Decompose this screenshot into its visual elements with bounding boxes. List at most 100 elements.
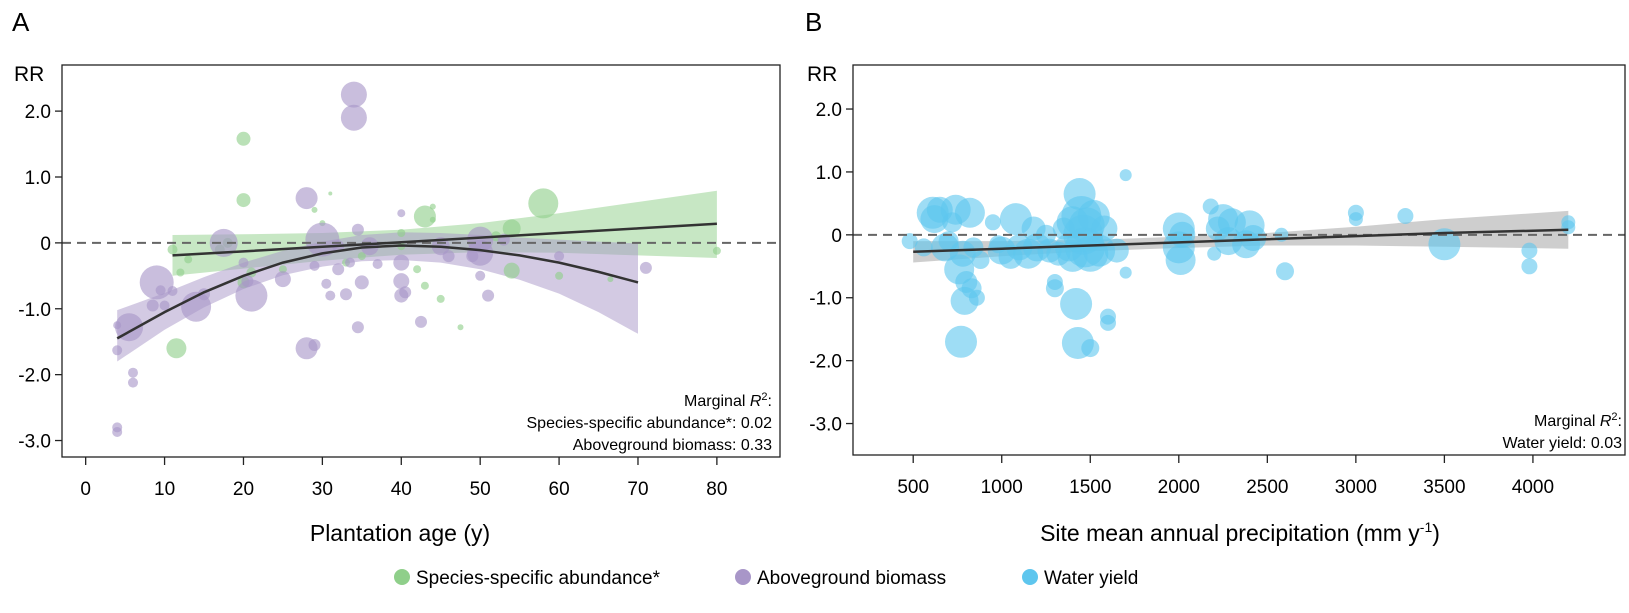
data-point-a-0-23 bbox=[436, 294, 445, 303]
x-tick-label-b-7: 4000 bbox=[1512, 477, 1554, 498]
data-point-a-1-7 bbox=[146, 299, 159, 312]
x-tick-label-a-4: 40 bbox=[391, 479, 412, 500]
data-point-a-1-30 bbox=[340, 81, 367, 108]
legend: Species-specific abundance* Aboveground … bbox=[394, 568, 1138, 589]
data-point-b-0-31 bbox=[1046, 274, 1063, 290]
data-point-a-1-24 bbox=[321, 278, 332, 289]
panel-letter-b: B bbox=[805, 7, 822, 37]
data-point-a-1-8 bbox=[139, 265, 174, 300]
data-point-a-1-42 bbox=[415, 315, 427, 328]
data-point-a-0-1 bbox=[166, 338, 187, 359]
data-point-a-1-39 bbox=[393, 273, 410, 290]
data-point-a-1-9 bbox=[155, 285, 166, 296]
data-point-a-1-52 bbox=[639, 261, 652, 274]
data-point-a-1-21 bbox=[308, 339, 321, 351]
y-tick-label-b-0: 2.0 bbox=[816, 100, 842, 121]
data-point-a-0-21 bbox=[429, 203, 436, 210]
legend-item-water: Water yield bbox=[1022, 568, 1138, 589]
legend-label-biomass: Aboveground biomass bbox=[757, 568, 946, 589]
x-tick-label-b-5: 3000 bbox=[1335, 477, 1377, 498]
data-point-a-0-31 bbox=[712, 246, 721, 255]
data-point-a-1-28 bbox=[340, 288, 352, 301]
fit-line-b-0 bbox=[913, 228, 1569, 254]
data-point-a-0-16 bbox=[397, 229, 406, 237]
x-tick-label-b-0: 500 bbox=[897, 477, 929, 498]
data-point-b-0-1 bbox=[914, 238, 933, 257]
data-point-b-0-17 bbox=[968, 289, 985, 306]
panel-a: A RR 2.0 1.0 0 -1.0 -2.0 -3.0 0 10 20 30 40 50 60 70 8… bbox=[12, 7, 781, 546]
data-point-a-0-26 bbox=[502, 219, 521, 238]
data-point-a-0-6 bbox=[236, 131, 251, 146]
data-point-a-1-44 bbox=[442, 250, 455, 263]
x-tick-label-a-3: 30 bbox=[312, 479, 333, 500]
data-point-a-1-31 bbox=[340, 104, 367, 131]
data-point-a-1-33 bbox=[351, 321, 364, 334]
x-tick-label-b-3: 2000 bbox=[1158, 477, 1200, 498]
data-point-a-0-28 bbox=[528, 188, 559, 219]
y-tick-label-a-2: 0 bbox=[40, 234, 51, 255]
x-axis-title-b: Site mean annual precipitation (mm y-1) bbox=[1040, 519, 1440, 546]
annotation-heading-b: Marginal R2: bbox=[1534, 411, 1622, 430]
data-point-a-1-1 bbox=[112, 427, 123, 437]
legend-swatch-biomass bbox=[735, 569, 751, 585]
plot-frame-a bbox=[61, 64, 781, 458]
fit-line-a-0 bbox=[172, 222, 717, 257]
y-tick-label-a-1: 1.0 bbox=[25, 168, 51, 189]
data-point-a-0-2 bbox=[176, 268, 185, 277]
data-point-b-0-72 bbox=[1428, 228, 1461, 261]
data-point-a-1-36 bbox=[372, 259, 383, 269]
data-point-b-0-48 bbox=[1091, 215, 1118, 242]
legend-item-biomass: Aboveground biomass bbox=[735, 568, 946, 589]
annotation-a: Marginal R2: Species-specific abundance*… bbox=[527, 391, 773, 454]
plot-frame-b bbox=[852, 64, 1626, 456]
data-point-b-0-0 bbox=[901, 233, 918, 250]
data-point-a-0-7 bbox=[236, 193, 251, 208]
data-point-a-0-30 bbox=[607, 276, 614, 283]
data-point-a-1-34 bbox=[354, 275, 369, 290]
data-point-a-0-19 bbox=[413, 205, 436, 228]
data-point-a-1-22 bbox=[309, 260, 320, 271]
data-point-a-1-15 bbox=[238, 257, 249, 268]
data-point-a-0-11 bbox=[311, 206, 318, 213]
data-point-b-0-76 bbox=[1561, 220, 1576, 235]
y-tick-label-a-3: -1.0 bbox=[18, 300, 51, 321]
axis-ticks-a: 2.0 1.0 0 -1.0 -2.0 -3.0 0 10 20 30 40 50 60 70 80 bbox=[18, 102, 727, 500]
data-point-b-0-56 bbox=[1165, 245, 1196, 275]
x-tick-label-a-0: 0 bbox=[80, 479, 91, 500]
data-point-b-0-19 bbox=[984, 214, 1001, 231]
data-point-a-0-18 bbox=[413, 265, 422, 274]
data-point-a-1-37 bbox=[397, 209, 406, 218]
data-point-b-0-14 bbox=[954, 197, 985, 228]
data-point-a-1-51 bbox=[554, 251, 565, 262]
x-tick-label-a-5: 50 bbox=[470, 479, 491, 500]
data-point-b-0-70 bbox=[1348, 212, 1363, 227]
data-point-a-0-10 bbox=[278, 265, 287, 274]
annotation-line-water: Water yield: 0.03 bbox=[1503, 435, 1623, 452]
annotation-heading-a: Marginal R2: bbox=[684, 391, 772, 410]
data-point-a-1-32 bbox=[351, 223, 364, 236]
y-axis-label-b: RR bbox=[807, 63, 837, 86]
x-tick-label-a-2: 20 bbox=[233, 479, 254, 500]
data-point-b-0-45 bbox=[1081, 339, 1100, 358]
y-tick-label-a-5: -3.0 bbox=[18, 432, 51, 453]
data-point-a-1-17 bbox=[235, 279, 268, 312]
data-point-a-0-27 bbox=[503, 262, 520, 279]
data-point-b-0-74 bbox=[1521, 258, 1538, 275]
y-tick-label-b-1: 1.0 bbox=[816, 163, 842, 184]
legend-swatch-species bbox=[394, 569, 410, 585]
x-tick-label-b-4: 2500 bbox=[1246, 477, 1288, 498]
data-point-a-1-41 bbox=[399, 286, 412, 299]
data-point-a-1-10 bbox=[159, 300, 170, 311]
y-tick-label-a-0: 2.0 bbox=[25, 102, 51, 123]
data-point-a-1-48 bbox=[475, 270, 486, 281]
legend-label-water: Water yield bbox=[1044, 568, 1138, 589]
data-point-a-1-4 bbox=[115, 313, 144, 342]
data-point-a-1-6 bbox=[128, 377, 138, 388]
x-tick-label-b-1: 1000 bbox=[981, 477, 1023, 498]
plot-area-a bbox=[62, 81, 780, 437]
legend-item-species: Species-specific abundance* bbox=[394, 568, 661, 589]
x-tick-label-b-2: 1500 bbox=[1069, 477, 1111, 498]
data-point-b-0-52 bbox=[1119, 169, 1132, 182]
data-point-a-1-25 bbox=[325, 290, 336, 301]
